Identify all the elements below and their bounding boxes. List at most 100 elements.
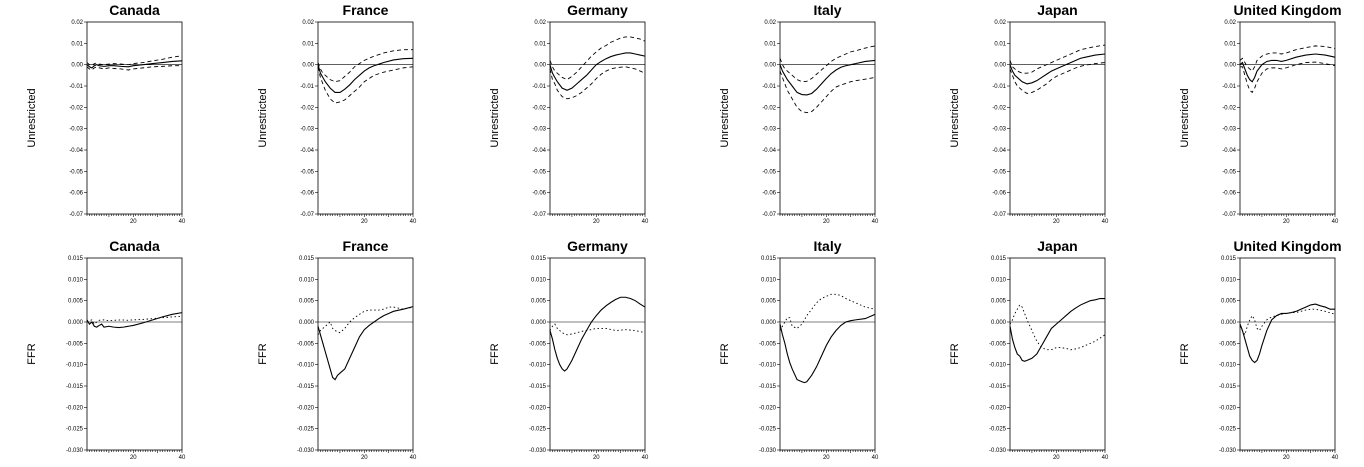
x-tick-label: 40 [179,219,186,225]
series-line-dashed [779,45,876,83]
series-line-dashed [1009,62,1106,94]
y-tick-label: -0.05 [69,169,83,175]
plot-frame [549,257,646,451]
x-tick-label: 20 [361,219,368,225]
series-line-dashed [549,36,646,81]
y-tick-label: -0.030 [1219,448,1237,454]
series-line-solid [86,60,183,69]
panel-title: Italy [813,238,841,254]
y-tick-label: -0.07 [1222,212,1236,218]
y-tick-label: -0.01 [300,84,314,90]
y-tick-label: 0.005 [761,299,777,305]
x-tick-label: 20 [1283,219,1290,225]
y-tick-label: 0.000 [68,320,84,326]
y-tick-label: 0.015 [761,256,777,262]
y-axis-label: FFR [257,343,269,364]
y-tick-label: -0.06 [992,191,1006,197]
y-tick-label: 0.000 [299,320,315,326]
y-tick-label: 0.005 [299,299,315,305]
y-tick-label: -0.03 [1222,127,1236,133]
series-line-solid [549,296,646,372]
y-tick-label: 0.000 [1221,320,1237,326]
panel-ffr-3: Italy FFR 0.015 0.010 0.005 0.000 -0.005 -0.010… [719,238,879,461]
x-tick-label: 40 [1332,219,1339,225]
y-tick-label: -0.010 [529,363,547,369]
y-tick-label: -0.015 [1219,384,1237,390]
x-tick-label: 40 [1102,219,1109,225]
series-line-dotted [549,323,646,336]
y-tick-label: 0.005 [68,299,84,305]
y-tick-label: -0.005 [66,341,84,347]
series-line-solid [779,59,876,96]
y-tick-label: -0.06 [532,191,546,197]
y-tick-label: -0.05 [1222,169,1236,175]
y-axis-label: Unrestricted [26,88,38,147]
panel-unrestricted-2: Germany Unrestricted 0.02 0.01 0.00 -0.01 -0.0… [489,2,649,225]
series-line-dashed [1239,45,1336,72]
y-tick-label: -0.03 [762,127,776,133]
x-tick-label: 20 [1053,219,1060,225]
x-tick-label: 20 [130,455,137,461]
y-tick-label: 0.01 [534,41,546,47]
y-tick-label: 0.000 [991,320,1007,326]
y-tick-label: -0.07 [992,212,1006,218]
y-tick-label: 0.00 [302,63,314,69]
y-tick-label: -0.02 [69,105,83,111]
y-tick-label: 0.01 [994,41,1006,47]
y-tick-label: -0.05 [300,169,314,175]
y-tick-label: 0.01 [302,41,314,47]
y-tick-label: -0.01 [1222,84,1236,90]
x-tick-label: 40 [410,455,417,461]
y-tick-label: -0.03 [300,127,314,133]
y-tick-label: -0.025 [297,427,315,433]
series-line-dashed [86,65,182,71]
y-tick-label: 0.010 [991,277,1007,283]
series-line-dotted [1009,304,1106,351]
y-tick-label: 0.005 [531,299,547,305]
y-tick-label: -0.010 [297,363,315,369]
series-line-solid [1239,53,1336,83]
plot-frame [1009,21,1106,215]
panel-ffr-1: France FFR 0.015 0.010 0.005 0.000 -0.005 -0.01… [257,238,417,461]
x-tick-label: 40 [1102,455,1109,461]
x-tick-label: 40 [179,455,186,461]
plot-frame [779,257,876,451]
y-tick-label: -0.01 [69,84,83,90]
y-tick-label: 0.00 [1224,63,1236,69]
y-tick-label: 0.02 [1224,20,1236,26]
y-tick-label: -0.015 [297,384,315,390]
y-tick-label: 0.010 [299,277,315,283]
y-tick-label: 0.000 [761,320,777,326]
panel-unrestricted-1: France Unrestricted 0.02 0.01 0.00 -0.01 -0.02… [257,2,417,225]
y-tick-label: -0.015 [759,384,777,390]
y-tick-label: -0.025 [989,427,1007,433]
y-tick-label: -0.025 [66,427,84,433]
panel-title: Italy [813,2,841,18]
x-tick-label: 20 [361,455,368,461]
y-tick-label: 0.010 [531,277,547,283]
y-tick-label: -0.010 [1219,363,1237,369]
y-tick-label: 0.02 [302,20,314,26]
y-tick-label: -0.025 [1219,427,1237,433]
y-axis-label: Unrestricted [257,88,269,147]
y-tick-label: -0.03 [992,127,1006,133]
panel-title: Canada [109,238,160,254]
y-tick-label: -0.05 [532,169,546,175]
x-tick-label: 40 [1332,455,1339,461]
x-tick-label: 20 [593,455,600,461]
series-line-dashed [86,55,183,67]
panel-unrestricted-4: Japan Unrestricted 0.02 0.01 0.00 -0.01 -0.02 -… [949,2,1109,225]
plot-frame [317,257,414,451]
panel-title: Japan [1037,238,1077,254]
y-tick-label: 0.005 [991,299,1007,305]
y-tick-label: -0.010 [759,363,777,369]
series-line-solid [549,52,646,91]
panel-title: Japan [1037,2,1077,18]
y-tick-label: -0.010 [989,363,1007,369]
plot-frame [1009,257,1106,451]
series-line-dashed [317,49,413,83]
plot-frame [86,257,183,451]
y-tick-label: 0.00 [534,63,546,69]
series-line-dashed [549,66,646,100]
y-tick-label: -0.02 [1222,105,1236,111]
